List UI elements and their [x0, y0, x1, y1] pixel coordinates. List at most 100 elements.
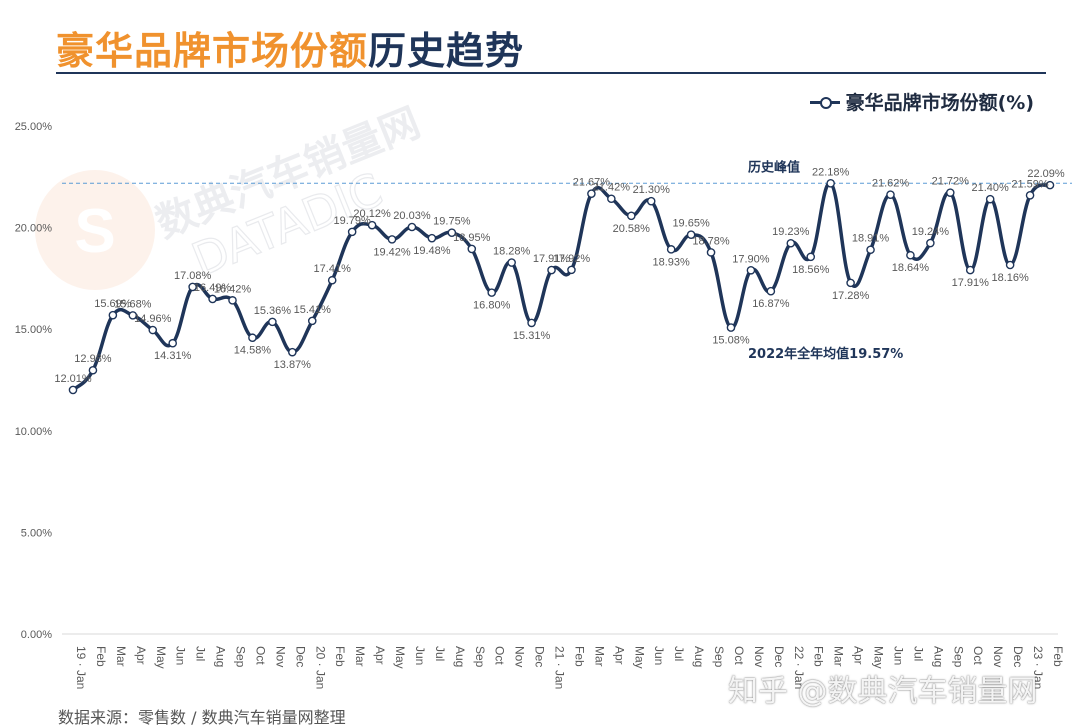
data-point [88, 365, 98, 375]
data-label: 17.41% [314, 263, 352, 275]
data-label: 20.03% [393, 210, 431, 222]
data-label: 15.08% [712, 335, 750, 347]
x-tick-label: Sep [473, 646, 487, 668]
data-label: 17.90% [732, 253, 770, 265]
data-point [68, 385, 78, 395]
x-tick-label: Dec [533, 646, 547, 667]
data-label: 15.69% [94, 298, 132, 310]
data-label: 20.12% [353, 208, 391, 220]
data-point [188, 282, 197, 292]
data-point [826, 179, 835, 188]
data-point [965, 265, 975, 275]
data-point [108, 310, 118, 320]
x-tick-label: Jul [911, 646, 925, 661]
x-tick-label: Apr [373, 646, 387, 665]
data-point [268, 317, 277, 327]
data-label: 19.24% [912, 226, 950, 238]
x-tick-label: Nov [513, 646, 527, 667]
data-label: 15.41% [294, 304, 332, 316]
title-highlight: 豪华品牌市场份额 [56, 29, 369, 73]
data-point [327, 275, 337, 285]
data-label: 22.18% [812, 166, 850, 178]
series-group [68, 179, 1055, 395]
data-label: 14.58% [234, 345, 272, 357]
data-point [148, 325, 158, 335]
y-tick-label: 25.00% [15, 121, 53, 133]
x-tick-label: Nov [752, 646, 766, 667]
data-point [208, 294, 217, 304]
x-tick-label: Feb [1051, 646, 1065, 667]
data-point [607, 194, 616, 204]
x-tick-label: Nov [991, 646, 1005, 667]
data-label: 16.42% [214, 283, 252, 295]
x-tick-label: Aug [453, 646, 467, 667]
x-axis: 19 · Jan Feb Mar Apr May Jun Jul Aug Sep Oct Nov De… [62, 633, 1065, 689]
x-tick-label: May [632, 646, 646, 669]
x-tick-label: Apr [852, 646, 866, 665]
y-tick-label: 0.00% [21, 629, 52, 641]
data-point [926, 238, 935, 248]
x-tick-label: Aug [931, 646, 945, 667]
data-point [168, 338, 177, 348]
annotation-group: 2022年全年均值19.57% [748, 346, 903, 362]
data-point [906, 250, 915, 260]
data-point [567, 265, 576, 275]
data-label: 16.49% [194, 282, 232, 294]
data-point [1005, 260, 1015, 270]
x-tick-label: 20 · Jan [313, 646, 327, 689]
x-tick-label: 22 · Jan [792, 646, 806, 689]
series-line [71, 181, 1051, 392]
x-tick-label: Mar [114, 646, 128, 667]
data-point [666, 245, 676, 254]
y-tick-label: 10.00% [15, 426, 53, 438]
data-label: 15.36% [254, 305, 292, 317]
data-point [228, 296, 237, 305]
data-point [706, 248, 716, 257]
data-label: 14.96% [134, 313, 172, 325]
data-labels-group: 12.01% 12.98% 15.69%15.68% 14.96% 14.31% 17.0… [54, 166, 1065, 385]
legend-line-marker [809, 95, 840, 109]
x-tick-label: Jul [433, 646, 447, 661]
y-tick-label: 15.00% [15, 324, 53, 336]
data-label: 17.91% [952, 277, 990, 289]
data-point [866, 245, 875, 255]
x-tick-label: Feb [812, 646, 826, 667]
legend-label: 豪华品牌市场份额(%) [845, 92, 1034, 114]
data-point [427, 233, 437, 243]
data-point [886, 190, 895, 199]
data-label: 21.30% [633, 184, 671, 196]
data-point [507, 258, 516, 267]
data-label: 21.72% [932, 176, 970, 188]
data-label: 17.08% [174, 270, 212, 282]
data-label: 19.42% [373, 246, 411, 258]
peak-reference-label: 历史峰值 [748, 159, 800, 175]
data-label: 21.40% [972, 182, 1010, 194]
data-point [846, 278, 855, 288]
reference-line-group: 历史峰值 [62, 159, 1072, 184]
x-tick-label: Oct [732, 646, 746, 665]
data-label: 15.31% [513, 330, 551, 342]
data-point [746, 265, 756, 275]
x-tick-label: Feb [94, 646, 108, 667]
x-tick-label: Oct [253, 646, 267, 665]
chart-legend: 豪华品牌市场份额(%) [809, 88, 1034, 115]
x-tick-label: Feb [333, 646, 347, 667]
data-point [985, 194, 995, 204]
data-label: 19.79% [333, 215, 371, 227]
data-label: 20.58% [613, 223, 651, 235]
x-tick-label: Oct [493, 646, 507, 665]
data-point [487, 288, 497, 297]
page-title: 豪华品牌市场份额历史趋势 [56, 20, 524, 73]
x-tick-label: Mar [353, 646, 367, 667]
data-label: 16.80% [473, 300, 511, 312]
data-point [527, 318, 536, 328]
x-tick-label: Jun [174, 646, 188, 665]
data-label: 19.75% [433, 216, 471, 228]
data-label: 19.65% [672, 218, 710, 230]
x-tick-label: Sep [234, 646, 248, 668]
x-tick-label: Jun [891, 646, 905, 665]
x-tick-label: 19 · Jan [74, 646, 88, 689]
data-point [467, 244, 477, 254]
y-tick-label: 20.00% [15, 223, 53, 235]
